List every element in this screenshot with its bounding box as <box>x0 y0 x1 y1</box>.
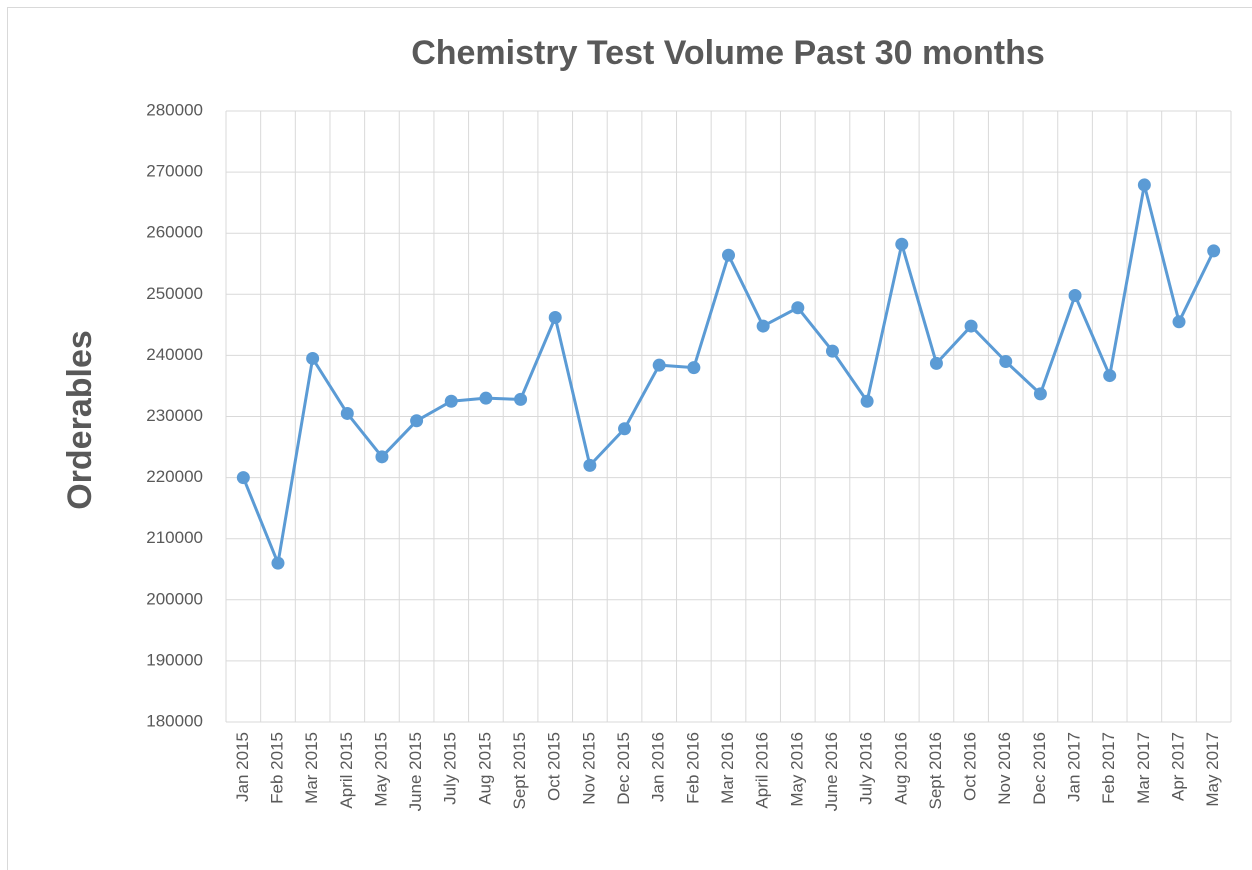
marker <box>271 556 285 570</box>
x-tick-label: June 2016 <box>822 732 841 811</box>
marker <box>236 471 250 485</box>
marker <box>479 391 493 405</box>
marker <box>652 358 666 372</box>
marker <box>618 422 632 436</box>
y-tick-label: 220000 <box>146 467 203 486</box>
chart-border <box>7 7 1252 870</box>
marker <box>929 356 943 370</box>
x-tick-label: Jan 2016 <box>649 732 668 802</box>
marker <box>964 319 978 333</box>
x-tick-label: June 2015 <box>406 732 425 811</box>
x-tick-label: July 2016 <box>857 732 876 805</box>
x-tick-label: Aug 2016 <box>891 732 910 805</box>
x-tick-label: Dec 2016 <box>1030 732 1049 805</box>
x-tick-label: April 2016 <box>753 732 772 809</box>
marker <box>722 248 735 262</box>
y-tick-label: 200000 <box>146 589 203 608</box>
marker <box>583 458 597 472</box>
marker <box>895 237 909 251</box>
y-tick-label: 280000 <box>146 100 203 119</box>
y-tick-label: 230000 <box>146 406 203 425</box>
y-tick-label: 260000 <box>146 223 203 242</box>
marker <box>340 406 354 420</box>
x-tick-label: Aug 2015 <box>475 732 494 805</box>
marker <box>1207 244 1221 258</box>
x-tick-label: Oct 2015 <box>545 732 564 801</box>
marker <box>756 319 770 333</box>
x-tick-label: April 2015 <box>337 732 356 809</box>
y-tick-label: 180000 <box>146 711 203 730</box>
y-tick-label: 240000 <box>146 345 203 364</box>
x-tick-label: May 2015 <box>371 732 390 807</box>
x-tick-label: Nov 2015 <box>579 732 598 805</box>
x-tick-label: Mar 2017 <box>1134 732 1153 804</box>
x-tick-label: Jan 2017 <box>1065 732 1084 802</box>
marker <box>375 450 389 464</box>
x-tick-label: Sept 2015 <box>510 732 529 810</box>
x-tick-label: Dec 2015 <box>614 732 633 805</box>
x-tick-label: Feb 2015 <box>267 732 286 804</box>
marker <box>514 392 528 406</box>
x-tick-label: Feb 2017 <box>1099 732 1118 804</box>
marker <box>825 344 839 358</box>
line <box>241 183 1216 565</box>
x-tick-label: Jan 2015 <box>233 732 252 802</box>
marker <box>1033 387 1047 401</box>
x-tick-label: Mar 2016 <box>718 732 737 804</box>
marker <box>410 414 424 428</box>
y-tick-label: 270000 <box>146 162 203 181</box>
marker <box>306 351 320 365</box>
y-axis-label: Orderables <box>61 330 99 510</box>
x-tick-label: Mar 2015 <box>302 732 321 804</box>
y-tick-label: 190000 <box>146 650 203 669</box>
x-tick-label: Oct 2016 <box>961 732 980 801</box>
marker <box>1103 369 1117 383</box>
marker <box>999 355 1013 369</box>
y-tick-label: 250000 <box>146 284 203 303</box>
marker <box>1068 289 1082 303</box>
chart-title: Chemistry Test Volume Past 30 months <box>411 34 1045 72</box>
x-tick-label: Feb 2016 <box>683 732 702 804</box>
marker <box>860 394 874 408</box>
marker <box>687 361 701 375</box>
x-tick-label: May 2016 <box>787 732 806 807</box>
marker <box>1172 315 1186 329</box>
x-tick-label: Apr 2017 <box>1169 732 1188 801</box>
x-tick-label: Sept 2016 <box>926 732 945 810</box>
marker <box>444 394 458 408</box>
x-tick-label: May 2017 <box>1203 732 1222 807</box>
marker <box>791 301 805 315</box>
marker <box>1137 178 1151 192</box>
y-tick-label: 210000 <box>146 528 203 547</box>
x-tick-label: Nov 2016 <box>995 732 1014 805</box>
marker <box>548 311 562 325</box>
x-tick-label: July 2015 <box>441 732 460 805</box>
